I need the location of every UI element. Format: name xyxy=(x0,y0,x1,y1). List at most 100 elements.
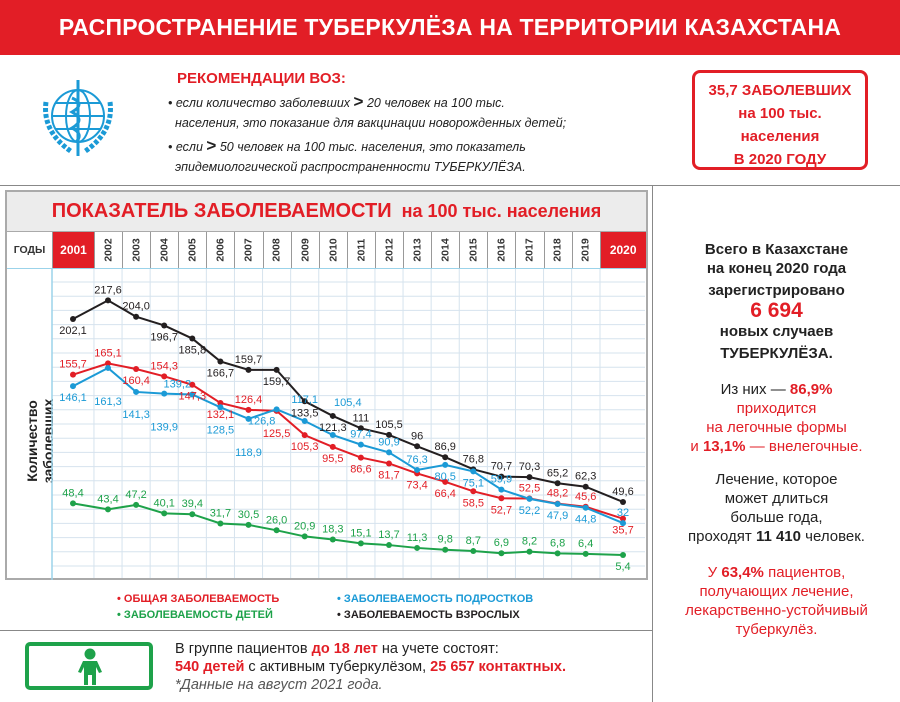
year-header-2009: 2009 xyxy=(290,232,319,268)
data-point xyxy=(386,542,392,549)
new-cases-number: 6 694 xyxy=(750,299,803,322)
data-point xyxy=(554,501,561,508)
data-label: 117,1 xyxy=(291,394,318,406)
data-label: 6,8 xyxy=(550,537,565,549)
years-header: ГОДЫ 2001 2002 2003 2004 2005 2006 2007 2008 2009… xyxy=(7,232,646,269)
data-point xyxy=(161,373,168,380)
data-label: 126,4 xyxy=(235,394,263,406)
highlight-line: 35,7 ЗАБОЛЕВШИХ xyxy=(708,82,852,99)
text: новых случаев xyxy=(719,323,834,340)
data-point xyxy=(245,521,252,528)
data-label: 13,7 xyxy=(378,529,399,541)
data-point xyxy=(620,515,626,522)
gt-sign: > xyxy=(353,92,364,111)
data-label: 105,5 xyxy=(375,419,403,431)
data-point xyxy=(620,498,626,505)
text: В группе пациентов xyxy=(175,641,308,657)
highlight-box: 35,7 ЗАБОЛЕВШИХ на 100 тыс. населения В … xyxy=(692,70,868,170)
data-label: 32 xyxy=(617,507,629,519)
data-label: 80,5 xyxy=(434,471,455,483)
data-point xyxy=(357,454,364,461)
text: с активным туберкулёзом, xyxy=(248,659,427,675)
data-label: 81,7 xyxy=(378,469,399,481)
text: на легочные формы xyxy=(706,419,847,436)
year-header-2004: 2004 xyxy=(150,232,178,268)
chart-panel xyxy=(5,190,648,580)
year-header-2012: 2012 xyxy=(374,232,403,268)
treatment-number: 11 410 xyxy=(755,528,801,545)
year-header-2015: 2015 xyxy=(459,232,487,268)
data-point xyxy=(554,550,561,557)
summary-block-2: Из них — 86,9% приходится на легочные фо… xyxy=(653,380,900,456)
data-label: 159,7 xyxy=(235,354,263,366)
data-label: 90,9 xyxy=(378,436,399,448)
data-label: 49,6 xyxy=(612,486,633,498)
pct: 63,4% xyxy=(721,564,764,581)
child-icon xyxy=(78,648,102,685)
data-point xyxy=(217,404,224,411)
data-point xyxy=(189,511,196,518)
text: лекарственно-устойчивый xyxy=(685,602,868,619)
text: если количество заболевших xyxy=(175,96,351,110)
data-label: 35,7 xyxy=(612,525,633,537)
who-recommendations-title: РЕКОМЕНДАЦИИ ВОЗ: xyxy=(177,70,346,87)
year-header-2003: 2003 xyxy=(122,232,150,268)
summary-column: Всего в Казахстане на конец 2020 года за… xyxy=(653,240,900,639)
text: проходят xyxy=(688,528,752,545)
data-label: 76,3 xyxy=(406,454,427,466)
data-label: 166,7 xyxy=(207,367,235,379)
data-label: 47,2 xyxy=(125,489,146,501)
data-label: 15,1 xyxy=(350,527,371,539)
year-header-2001: 2001 xyxy=(52,232,94,268)
data-label: 62,3 xyxy=(575,471,596,483)
text: до 18 лет xyxy=(311,641,378,657)
data-label: 8,7 xyxy=(466,535,481,547)
series-line-2 xyxy=(72,366,624,525)
series-line-3 xyxy=(72,502,624,557)
data-point xyxy=(498,495,505,502)
highlight-line: В 2020 ГОДУ xyxy=(733,151,827,168)
data-label: 86,6 xyxy=(350,464,371,476)
data-point xyxy=(470,468,477,475)
data-point xyxy=(582,483,589,490)
text: 25 657 контактных. xyxy=(430,659,566,675)
years-label: ГОДЫ xyxy=(7,232,52,268)
years-label-text: ГОДЫ xyxy=(13,244,46,256)
data-label: 141,3 xyxy=(122,409,150,421)
data-point xyxy=(273,527,280,534)
year-header-2019: 2019 xyxy=(571,232,600,268)
data-point xyxy=(442,478,449,485)
data-label: 58,5 xyxy=(463,497,484,509)
year-header-2007: 2007 xyxy=(234,232,262,268)
data-point xyxy=(133,501,140,508)
data-label: 160,4 xyxy=(122,375,150,387)
data-point xyxy=(189,381,196,388)
data-point xyxy=(245,406,252,413)
data-point xyxy=(357,425,364,432)
data-point xyxy=(442,546,449,553)
data-point xyxy=(329,412,336,419)
who-logo-icon xyxy=(43,80,113,156)
text: на учете состоят: xyxy=(381,641,499,657)
pct: 13,1% xyxy=(702,438,746,455)
data-label: 105,3 xyxy=(291,441,319,453)
summary-block-3: Лечение, которое может длиться больше го… xyxy=(653,470,900,546)
data-point xyxy=(620,520,626,527)
data-point xyxy=(105,506,111,513)
bottom-line-2: 540 детей с активным туберкулёзом, 25 65… xyxy=(175,659,566,675)
data-label: 39,4 xyxy=(182,498,203,510)
text: больше года, xyxy=(730,509,823,526)
data-point xyxy=(582,550,589,557)
data-point xyxy=(301,417,308,424)
text: человек. xyxy=(805,528,865,545)
data-point xyxy=(498,550,505,557)
data-point xyxy=(301,398,308,405)
label-layer: 202,1217,6204,0196,7185,8166,7159,7159,7… xyxy=(59,284,633,573)
legend-adults: • ЗАБОЛЕВАЕМОСТЬ ВЗРОСЛЫХ xyxy=(337,609,520,621)
data-label: 30,5 xyxy=(238,509,259,521)
pct: 86,9% xyxy=(789,381,833,398)
legend-teens: • ЗАБОЛЕВАЕМОСТЬ ПОДРОСТКОВ xyxy=(337,593,534,605)
data-label: 66,4 xyxy=(434,488,455,500)
highlight-line: населения xyxy=(740,128,820,145)
